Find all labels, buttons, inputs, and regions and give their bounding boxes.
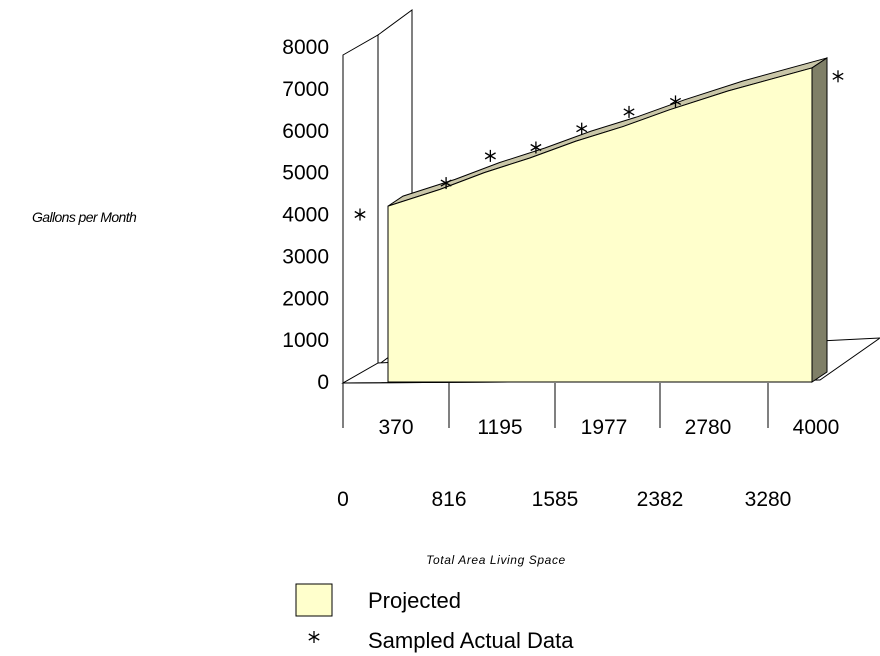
legend-swatch-projected [295,583,333,617]
x-tick-label: 370 [378,416,413,439]
y-tick-label: 8000 [282,36,329,59]
sampled-markers [354,70,844,221]
x-tick-label: 4000 [793,416,840,439]
x-tick-label: 1195 [477,416,522,439]
y-tick-label: 1000 [282,329,329,352]
projected-area-front [387,67,813,383]
x-tick-label: 0 [337,488,349,511]
legend-label-sampled: Sampled Actual Data [368,628,574,653]
sampled-data-point [623,105,635,118]
projected-area-side [811,57,828,383]
x-axis-label: Total Area Living Space [426,553,566,567]
y-tick-label: 4000 [282,204,329,227]
y-axis-label: Gallons per Month [32,209,137,225]
projected-area-group [387,57,828,383]
legend-label-projected: Projected [368,588,461,613]
x-tick-label: 2382 [637,488,684,511]
sampled-data-point [530,141,542,154]
x-axis-ticks: 370 1195 1977 2780 4000 0 816 1585 2382 3280 [337,383,839,511]
y-tick-label: 2000 [282,287,329,310]
x-tick-label: 2780 [685,416,732,439]
sampled-data-point [484,149,496,162]
x-tick-label: 1585 [532,488,579,511]
sampled-data-point [576,122,588,135]
y-tick-label: 3000 [282,245,329,268]
y-tick-label: 5000 [282,162,329,185]
sampled-data-point [440,177,452,190]
sampled-data-point [832,70,844,83]
y-tick-label: 0 [317,371,329,394]
x-tick-label: 3280 [745,488,792,511]
legend-asterisk-icon [308,631,320,643]
x-tick-label: 1977 [581,416,628,439]
y-tick-label: 7000 [282,78,329,101]
y-axis-ticks: 0 1000 2000 3000 4000 5000 6000 7000 8000 [282,36,329,394]
sampled-data-point [354,208,366,221]
y-tick-label: 6000 [282,120,329,143]
legend-marker-sampled [308,631,320,643]
sampled-data-point [669,95,682,108]
legend: Projected Sampled Actual Data [295,583,574,653]
x-tick-label: 816 [431,488,466,511]
